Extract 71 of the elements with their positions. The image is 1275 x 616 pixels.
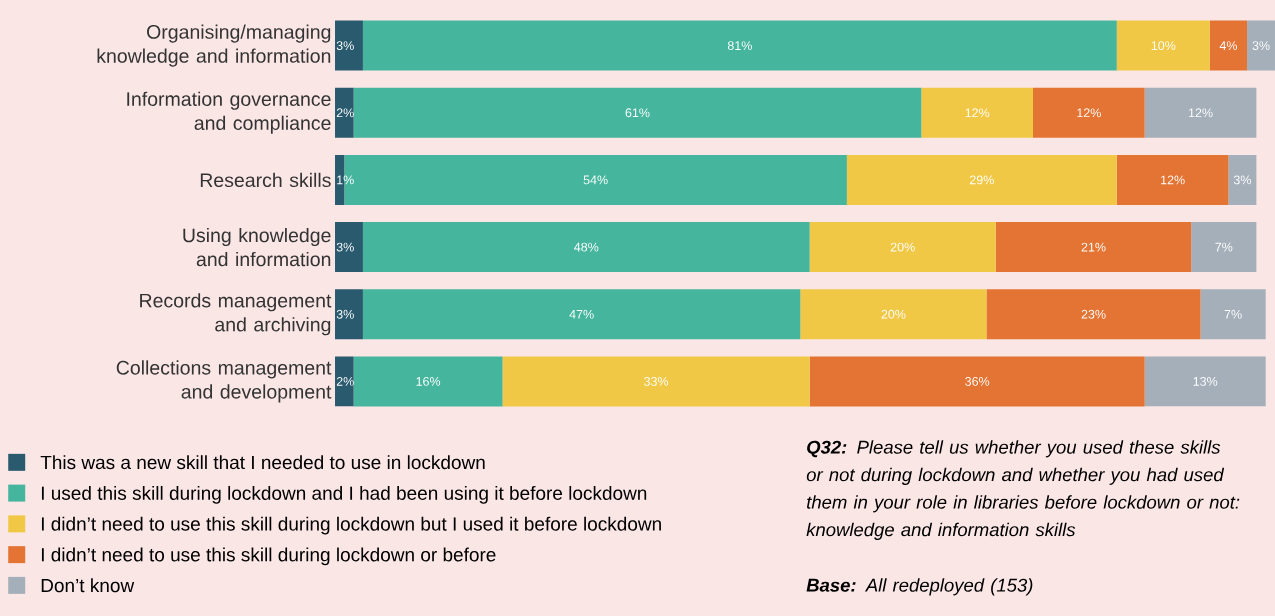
data-label: 3% [1252, 41, 1270, 51]
y-tick-label: Information governance and compliance [127, 91, 331, 134]
bar [353, 356, 503, 407]
bar [1209, 20, 1248, 71]
legend-label: I didn’t need to use this skill during lockdown but I used it before lockdown [41, 516, 661, 535]
data-label: 33% [644, 376, 669, 386]
data-label: 4% [1219, 41, 1238, 50]
bar [335, 289, 363, 340]
data-label: 13% [1193, 376, 1218, 386]
data-label: 7% [1224, 309, 1242, 319]
bar [502, 356, 810, 407]
bar [335, 20, 363, 71]
bar [1228, 154, 1257, 205]
data-label: 3% [336, 242, 354, 252]
y-tick-label: Records management and archiving [140, 293, 332, 336]
data-label: 47% [569, 309, 594, 319]
data-label: 2% [336, 108, 354, 118]
text: Q32: Please tell us whether you used these skills or not during lockdown and whether you had used them in your role in libraries before lockdown or not: knowledge and information skills [806, 440, 1240, 540]
bar [362, 20, 1117, 71]
data-label: 20% [881, 309, 906, 319]
legend-label: This was a new skill that I needed to use in lockdown [40, 455, 485, 470]
bar [1116, 20, 1210, 71]
data-label: 21% [1081, 242, 1106, 252]
data-label: 48% [574, 242, 599, 252]
data-label: 54% [583, 175, 608, 185]
bar [1033, 87, 1145, 138]
bar [846, 154, 1117, 205]
legend-label: Don’t know [41, 578, 135, 593]
data-label: 3% [336, 41, 354, 51]
legend-label: I didn’t need to use this skill during lockdown or before [41, 547, 496, 566]
bar [1200, 289, 1266, 340]
data-label: 3% [1233, 175, 1251, 185]
bar [809, 222, 996, 273]
bar [335, 356, 354, 407]
data-label: 81% [727, 41, 752, 51]
bar [1191, 222, 1257, 273]
bar [1144, 356, 1266, 407]
text: Base: All redeployed (153) [806, 578, 1033, 596]
y-tick-label: Using knowledge and information [183, 227, 331, 267]
bar [1247, 20, 1275, 71]
data-label: 10% [1151, 41, 1176, 51]
data-label: 23% [1081, 309, 1106, 319]
bar [809, 356, 1145, 407]
bar [800, 289, 987, 340]
y-tick-label: Research skills [200, 172, 331, 188]
bar [986, 289, 1201, 340]
bar [1116, 154, 1229, 205]
data-label: 61% [625, 108, 650, 118]
data-label: 12% [1188, 108, 1213, 118]
bar [335, 87, 354, 138]
data-label: 29% [969, 175, 994, 185]
data-label: 20% [890, 242, 915, 252]
bar [921, 87, 1034, 138]
data-label: 7% [1215, 242, 1233, 252]
y-tick-label: Organising/managing knowledge and information [97, 24, 331, 67]
data-label: 3% [336, 309, 354, 319]
bar [335, 222, 363, 273]
data-label: 1% [337, 175, 354, 185]
bar [362, 222, 810, 273]
data-label: 2% [336, 377, 354, 386]
data-label: 12% [965, 108, 990, 118]
bar [353, 87, 922, 138]
bar [1144, 87, 1257, 138]
data-label: 16% [416, 376, 441, 386]
data-label: 12% [1161, 175, 1185, 185]
legend-label: I used this skill during lockdown and I had been using it before lockdown [41, 485, 647, 504]
bar [362, 289, 801, 340]
y-tick-label: Collections management and development [116, 360, 332, 403]
data-label: 12% [1077, 108, 1101, 118]
bar [995, 222, 1192, 273]
data-label: 36% [965, 376, 990, 386]
